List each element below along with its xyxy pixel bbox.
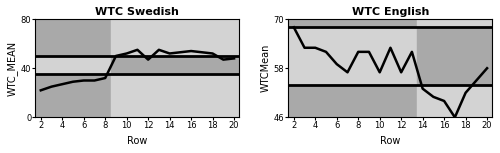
Bar: [418, 27, 492, 85]
Bar: [110, 56, 240, 74]
Y-axis label: WTCMean: WTCMean: [261, 44, 271, 92]
Bar: [418, 19, 492, 117]
X-axis label: Row: Row: [380, 136, 400, 146]
Title: WTC English: WTC English: [352, 7, 429, 17]
Bar: [288, 27, 418, 85]
Bar: [36, 19, 111, 117]
Bar: [288, 19, 418, 117]
Bar: [110, 19, 240, 117]
Y-axis label: WTC_MEAN: WTC_MEAN: [7, 41, 18, 96]
X-axis label: Row: Row: [127, 136, 148, 146]
Bar: [36, 56, 111, 74]
Title: WTC Swedish: WTC Swedish: [96, 7, 180, 17]
